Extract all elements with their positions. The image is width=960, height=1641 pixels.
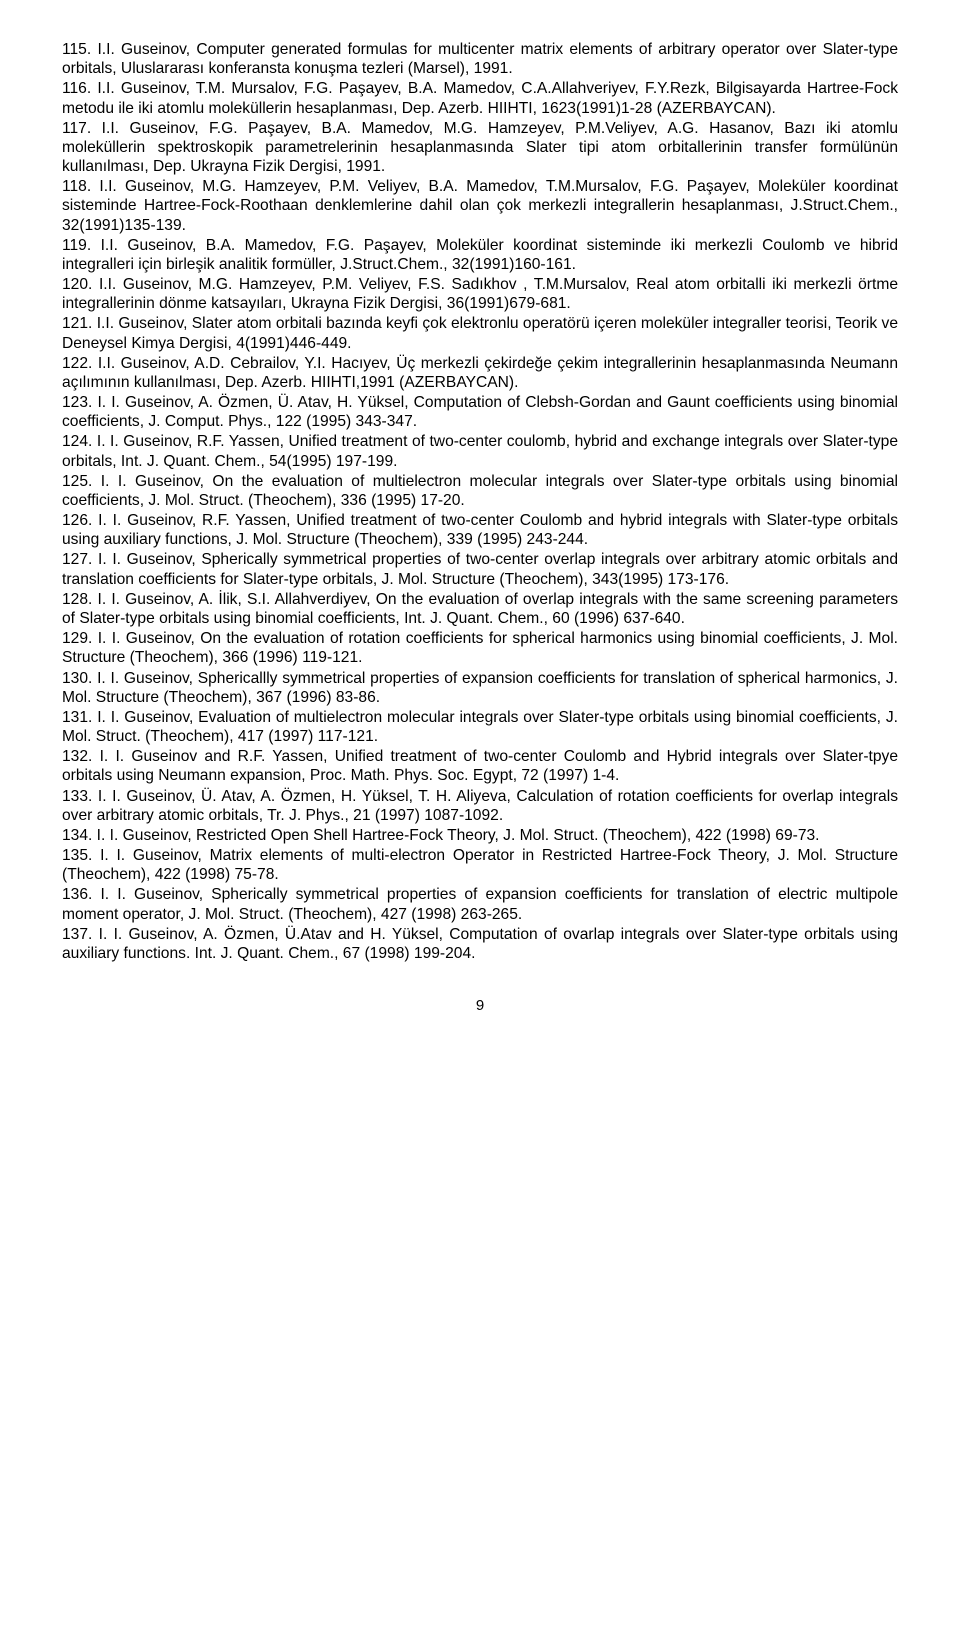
reference-entry: 121. I.I. Guseinov, Slater atom orbitali… xyxy=(62,314,898,352)
reference-entry: 120. I.I. Guseinov, M.G. Hamzeyev, P.M. … xyxy=(62,275,898,313)
reference-entry: 135. I. I. Guseinov, Matrix elements of … xyxy=(62,846,898,884)
reference-entry: 133. I. I. Guseinov, Ü. Atav, A. Özmen, … xyxy=(62,787,898,825)
reference-entry: 116. I.I. Guseinov, T.M. Mursalov, F.G. … xyxy=(62,79,898,117)
reference-entry: 124. I. I. Guseinov, R.F. Yassen, Unifie… xyxy=(62,432,898,470)
reference-entry: 126. I. I. Guseinov, R.F. Yassen, Unifie… xyxy=(62,511,898,549)
reference-entry: 131. I. I. Guseinov, Evaluation of multi… xyxy=(62,708,898,746)
reference-entry: 128. I. I. Guseinov, A. İlik, S.I. Allah… xyxy=(62,590,898,628)
reference-entry: 122. I.I. Guseinov, A.D. Cebrailov, Y.I.… xyxy=(62,354,898,392)
reference-entry: 125. I. I. Guseinov, On the evaluation o… xyxy=(62,472,898,510)
reference-entry: 117. I.I. Guseinov, F.G. Paşayev, B.A. M… xyxy=(62,119,898,177)
reference-entry: 136. I. I. Guseinov, Spherically symmetr… xyxy=(62,885,898,923)
reference-entry: 129. I. I. Guseinov, On the evaluation o… xyxy=(62,629,898,667)
reference-entry: 118. I.I. Guseinov, M.G. Hamzeyev, P.M. … xyxy=(62,177,898,235)
reference-entry: 134. I. I. Guseinov, Restricted Open She… xyxy=(62,826,898,845)
reference-entry: 123. I. I. Guseinov, A. Özmen, Ü. Atav, … xyxy=(62,393,898,431)
reference-entry: 127. I. I. Guseinov, Spherically symmetr… xyxy=(62,550,898,588)
reference-entry: 132. I. I. Guseinov and R.F. Yassen, Uni… xyxy=(62,747,898,785)
reference-entry: 130. I. I. Guseinov, Sphericallly symmet… xyxy=(62,669,898,707)
reference-entry: 137. I. I. Guseinov, A. Özmen, Ü.Atav an… xyxy=(62,925,898,963)
reference-entry: 115. I.I. Guseinov, Computer generated f… xyxy=(62,40,898,78)
references-list: 115. I.I. Guseinov, Computer generated f… xyxy=(62,40,898,963)
page-number: 9 xyxy=(62,997,898,1015)
reference-entry: 119. I.I. Guseinov, B.A. Mamedov, F.G. P… xyxy=(62,236,898,274)
